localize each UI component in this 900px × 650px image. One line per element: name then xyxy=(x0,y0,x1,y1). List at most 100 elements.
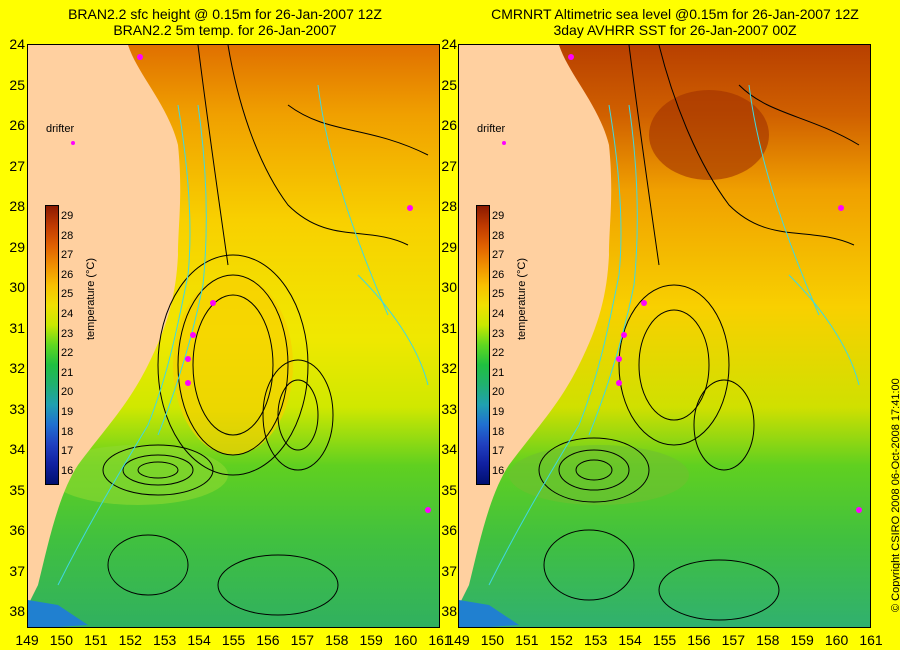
colorbar-tick-label: 25 xyxy=(61,288,74,301)
colorbar-tick-label: 29 xyxy=(492,210,505,222)
y-tick-label-right: 34 xyxy=(441,441,457,457)
y-tick-label-right: 27 xyxy=(441,157,457,174)
y-tick-label: 30 xyxy=(9,279,25,295)
colorbar-tick-label: 27 xyxy=(492,249,505,262)
right-map-svg xyxy=(459,45,870,627)
x-tick-label: 154 xyxy=(618,632,642,648)
left-ssh-contours xyxy=(102,45,429,616)
y-tick-label-right: 35 xyxy=(441,481,457,498)
y-tick-label-right: 24 xyxy=(441,36,457,52)
x-tick-label: 152 xyxy=(549,632,573,648)
y-tick-label: 31 xyxy=(9,319,25,336)
x-tick-label: 153 xyxy=(583,632,608,648)
colorbar-tick-label: 20 xyxy=(61,386,74,399)
y-tick-label-right: 28 xyxy=(441,198,457,214)
y-tick-label: 37 xyxy=(9,562,25,579)
left-map-panel: drifter xyxy=(27,44,440,628)
y-tick-label-right: 36 xyxy=(441,522,457,538)
colorbar-tick-label: 23 xyxy=(492,327,505,340)
right-title-line2: 3day AVHRR SST for 26-Jan-2007 00Z xyxy=(553,22,797,38)
colorbar-tick-label: 29 xyxy=(61,210,74,222)
y-tick-label: 27 xyxy=(9,157,25,174)
y-tick-label-right: 29 xyxy=(441,238,457,255)
y-tick-label: 24 xyxy=(9,36,25,52)
y-tick-label: 26 xyxy=(9,117,25,133)
left-bathymetry-contours xyxy=(57,84,429,586)
right-map-panel: drifter xyxy=(458,44,871,628)
left-title-line1: BRAN2.2 sfc height @ 0.15m for 26-Jan-20… xyxy=(68,6,382,22)
y-tick-label-right: 31 xyxy=(441,319,457,336)
y-tick-label: 28 xyxy=(9,198,25,214)
x-tick-label: 156 xyxy=(687,632,711,648)
left-land xyxy=(28,45,181,605)
colorbar-tick-label: 22 xyxy=(492,347,505,360)
colorbar-tick-label: 23 xyxy=(61,327,74,340)
colorbar-tick-label: 22 xyxy=(61,347,74,360)
x-tick-label: 154 xyxy=(187,632,211,648)
y-tick-label-right: 37 xyxy=(441,562,457,579)
copyright-notice: © Copyright CSIRO 2008 06-Oct-2008 17:41… xyxy=(890,378,900,612)
y-tick-label: 34 xyxy=(9,441,25,457)
left-colorbar xyxy=(45,205,59,485)
y-tick-label: 35 xyxy=(9,481,25,498)
x-tick-label: 158 xyxy=(756,632,780,648)
right-land xyxy=(459,45,612,605)
left-map-svg xyxy=(28,45,439,627)
x-tick-label: 159 xyxy=(790,632,814,648)
colorbar-tick-label: 18 xyxy=(492,425,505,438)
right-colorbar xyxy=(476,205,490,485)
y-tick-label: 33 xyxy=(9,400,25,417)
colorbar-tick-label: 28 xyxy=(492,229,505,242)
colorbar-tick-label: 19 xyxy=(492,406,505,418)
colorbar-tick-label: 24 xyxy=(61,308,74,320)
right-drifter-label: drifter xyxy=(477,123,506,135)
x-tick-label: 157 xyxy=(721,632,745,648)
colorbar-tick-label: 27 xyxy=(61,249,74,262)
colorbar-tick-label: 26 xyxy=(61,268,74,281)
colorbar-tick-label: 21 xyxy=(61,366,74,379)
colorbar-tick-label: 16 xyxy=(492,464,505,477)
colorbar-tick-label: 21 xyxy=(492,366,505,379)
colorbar-tick-label: 24 xyxy=(492,308,505,320)
y-tick-label: 32 xyxy=(9,360,25,376)
left-panel-title: BRAN2.2 sfc height @ 0.15m for 26-Jan-20… xyxy=(0,6,450,38)
colorbar-tick-label: 17 xyxy=(61,445,74,458)
right-ssh-contours xyxy=(538,45,860,621)
colorbar-tick-label: 20 xyxy=(492,386,505,399)
colorbar-tick-label: 18 xyxy=(61,425,74,438)
x-tick-label: 151 xyxy=(84,632,108,648)
y-tick-label: 36 xyxy=(9,522,25,538)
x-tick-label: 151 xyxy=(515,632,539,648)
x-tick-label: 158 xyxy=(325,632,349,648)
x-tick-label: 160 xyxy=(393,632,418,648)
y-tick-label-right: 38 xyxy=(441,603,457,619)
right-title-line1: CMRNRT Altimetric sea level @0.15m for 2… xyxy=(491,6,859,22)
y-tick-label: 29 xyxy=(9,238,25,255)
y-tick-label: 38 xyxy=(9,603,25,619)
x-tick-label: 155 xyxy=(221,632,246,648)
x-tick-label: 161 xyxy=(428,632,452,648)
x-tick-label: 157 xyxy=(290,632,314,648)
colorbar-tick-label: 25 xyxy=(492,288,505,301)
x-tick-label: 156 xyxy=(256,632,280,648)
y-tick-label: 25 xyxy=(9,76,25,93)
x-tick-label: 161 xyxy=(859,632,883,648)
colorbar-tick-label: 26 xyxy=(492,268,505,281)
x-tick-label: 153 xyxy=(152,632,177,648)
right-panel-title: CMRNRT Altimetric sea level @0.15m for 2… xyxy=(450,6,900,38)
x-tick-label: 150 xyxy=(480,632,505,648)
y-tick-label-right: 25 xyxy=(441,76,457,93)
right-colorbar-label: temperature (°C) xyxy=(516,257,528,340)
x-tick-label: 150 xyxy=(49,632,74,648)
y-tick-label-right: 33 xyxy=(441,400,457,417)
right-drifters xyxy=(502,54,862,513)
colorbar-tick-label: 28 xyxy=(61,229,74,242)
left-title-line2: BRAN2.2 5m temp. for 26-Jan-2007 xyxy=(113,22,337,38)
y-tick-label-right: 26 xyxy=(441,117,457,133)
y-tick-label-right: 30 xyxy=(441,279,457,295)
x-tick-label: 149 xyxy=(15,632,39,648)
colorbar-tick-label: 16 xyxy=(61,464,74,477)
left-colorbar-label: temperature (°C) xyxy=(85,257,97,340)
colorbar-tick-label: 17 xyxy=(492,445,505,458)
x-tick-label: 152 xyxy=(118,632,142,648)
